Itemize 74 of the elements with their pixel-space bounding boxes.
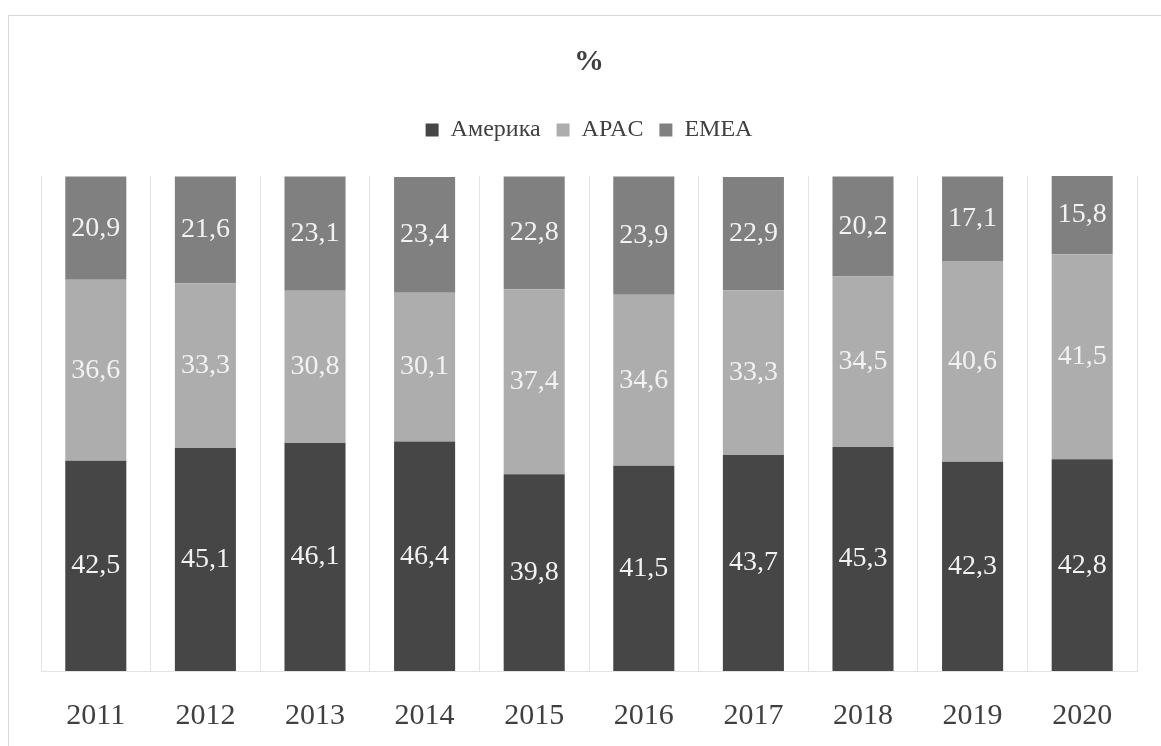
data-label: 46,4 bbox=[400, 538, 450, 570]
bar bbox=[832, 176, 894, 277]
data-label: 23,1 bbox=[290, 215, 340, 247]
bar bbox=[1051, 176, 1113, 255]
bar bbox=[1051, 459, 1113, 671]
data-label: 33,3 bbox=[180, 348, 230, 379]
data-label: 20,9 bbox=[71, 210, 121, 242]
bar bbox=[65, 460, 127, 671]
bar bbox=[394, 441, 456, 671]
x-tick-label: 2013 bbox=[285, 696, 345, 730]
bar bbox=[942, 261, 1004, 462]
bar bbox=[65, 279, 127, 461]
data-label: 37,4 bbox=[509, 364, 559, 396]
x-tick-label: 2011 bbox=[66, 696, 126, 730]
data-label: 23,4 bbox=[400, 217, 450, 249]
bar bbox=[174, 283, 236, 448]
bar bbox=[722, 454, 784, 671]
x-tick-label: 2020 bbox=[1052, 696, 1113, 730]
bar bbox=[503, 176, 565, 290]
bar bbox=[832, 446, 894, 671]
data-label: 30,8 bbox=[290, 349, 340, 381]
data-label: 41,5 bbox=[619, 550, 669, 582]
data-label: 20,2 bbox=[838, 208, 888, 240]
data-label: 34,6 bbox=[619, 362, 669, 394]
data-label: 45,1 bbox=[180, 541, 230, 573]
data-label: 17,1 bbox=[948, 201, 998, 233]
bar bbox=[394, 292, 456, 442]
x-tick-label: 2012 bbox=[175, 696, 236, 730]
data-label: 36,6 bbox=[71, 352, 121, 384]
bar bbox=[942, 461, 1004, 671]
bar bbox=[284, 443, 346, 671]
x-tick-label: 2016 bbox=[613, 696, 674, 730]
data-label: 42,5 bbox=[71, 548, 121, 580]
data-label: 22,8 bbox=[509, 215, 559, 247]
bar bbox=[613, 176, 675, 295]
x-tick-label: 2018 bbox=[833, 696, 893, 730]
data-label: 15,8 bbox=[1057, 197, 1107, 229]
data-label: 33,3 bbox=[728, 354, 778, 386]
data-label: 21,6 bbox=[180, 212, 230, 244]
legend-label: EMEA bbox=[684, 115, 754, 142]
bar bbox=[722, 290, 784, 455]
bar bbox=[832, 276, 894, 447]
bar bbox=[613, 465, 675, 671]
x-tick-label: 2014 bbox=[394, 696, 455, 730]
bar bbox=[174, 447, 236, 671]
bar bbox=[284, 176, 346, 291]
bar bbox=[722, 176, 784, 291]
legend-label: Америка bbox=[450, 115, 541, 142]
data-label: 42,3 bbox=[948, 548, 998, 580]
bar bbox=[1051, 254, 1113, 460]
x-tick-label: 2015 bbox=[504, 696, 565, 730]
bar bbox=[394, 176, 456, 293]
chart-title: % bbox=[574, 42, 604, 76]
x-tick-label: 2019 bbox=[942, 696, 1003, 730]
data-label: 41,5 bbox=[1057, 339, 1107, 371]
data-label: 23,9 bbox=[619, 217, 669, 249]
data-label: 45,3 bbox=[838, 541, 888, 573]
x-tick-label: 2017 bbox=[723, 696, 784, 730]
data-label: 42,8 bbox=[1057, 547, 1107, 579]
bar bbox=[284, 290, 346, 444]
data-label: 22,9 bbox=[728, 215, 778, 247]
bar bbox=[613, 294, 675, 466]
data-label: 40,6 bbox=[948, 343, 998, 375]
bar bbox=[65, 176, 127, 280]
bar bbox=[503, 289, 565, 475]
data-label: 46,1 bbox=[290, 539, 340, 571]
data-label: 39,8 bbox=[509, 554, 559, 586]
data-label: 30,1 bbox=[400, 349, 450, 381]
data-label: 43,7 bbox=[728, 545, 778, 577]
legend-label: APAC bbox=[581, 115, 644, 142]
bar bbox=[503, 474, 565, 671]
bar bbox=[174, 176, 236, 284]
data-label: 34,5 bbox=[838, 344, 888, 376]
bar bbox=[942, 176, 1004, 262]
